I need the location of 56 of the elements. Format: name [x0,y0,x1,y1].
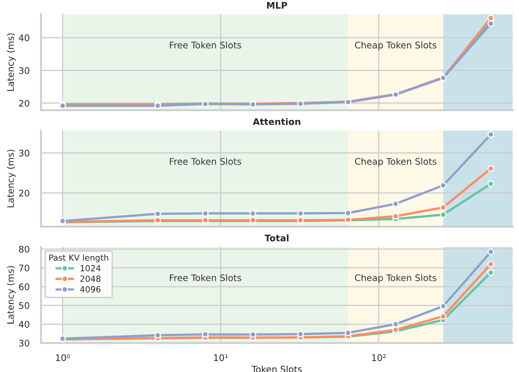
legend-label: 4096 [80,286,100,292]
y-tick-label: 40 [18,320,30,328]
y-tick-label: 30 [19,150,30,156]
legend-title: Past KV length [49,254,108,262]
y-tick-label: 50 [19,302,30,309]
point [392,200,399,208]
y-axis-title: Latency (ms) [6,266,16,324]
point [487,14,494,22]
point [392,212,399,220]
band-label: Free Token Slots [170,42,242,48]
point [250,210,256,217]
y-tick-label: 80 [19,246,30,253]
point [440,302,447,310]
point [297,330,304,338]
point [440,211,447,218]
y-tick-label: 30 [19,67,30,74]
y-axis-title: Latency (ms) [6,33,16,91]
point [487,180,494,188]
x-tick-label: 10¹ [214,354,228,362]
band-label: Free Token Slots [170,158,242,165]
point [487,20,494,27]
point [487,165,494,172]
band-label: Cheap Token Slots [355,274,436,283]
chart-title: Total [264,234,288,242]
point [487,260,494,268]
legend-label: 2048 [80,276,100,282]
point [440,312,447,320]
band-label: Free Token Slots [170,274,242,282]
y-tick-label: 60 [19,283,30,290]
point [154,210,162,218]
band-label: Cheap Token Slots [355,158,436,167]
point [392,320,399,328]
point [487,269,494,276]
legend-label: 1024 [80,265,100,272]
y-tick-label: 30 [19,340,30,347]
point [202,210,209,217]
y-tick-label: 70 [19,264,30,272]
point [297,210,304,217]
point [154,332,162,339]
point [344,210,352,216]
x-tick-label: 10² [372,354,386,362]
y-tick-label: 40 [18,34,30,42]
x-tick-label: 10⁰ [56,354,70,362]
point [440,204,447,211]
chart-title: Attention [252,118,300,126]
point [202,331,209,338]
point [344,330,352,336]
point [250,331,256,338]
y-axis-title: Latency (ms) [6,150,16,208]
point [487,248,494,256]
chart-title: MLP [267,2,288,9]
point [440,182,447,189]
band-label: Cheap Token Slots [355,42,436,50]
y-tick-label: 20 [19,100,30,107]
y-tick-label: 20 [19,190,30,197]
point [487,131,494,138]
